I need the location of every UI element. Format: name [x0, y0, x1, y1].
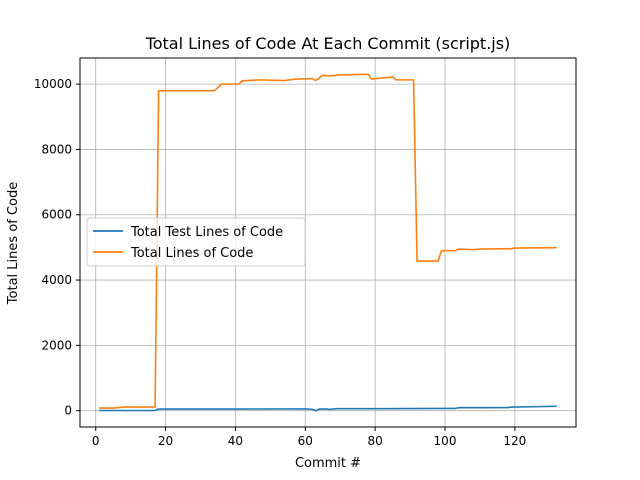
y-tick-label: 0 [64, 404, 72, 418]
grid-lines [80, 58, 576, 427]
x-tick-label: 0 [92, 434, 100, 448]
y-tick-label: 2000 [41, 338, 72, 352]
x-tick-label: 100 [434, 434, 457, 448]
x-tick-label: 80 [368, 434, 383, 448]
x-tick-label: 20 [158, 434, 173, 448]
y-tick-label: 10000 [34, 77, 72, 91]
legend-box [86, 217, 306, 267]
y-axis: 0 2000 4000 6000 8000 10000 [34, 77, 80, 418]
x-tick-label: 40 [228, 434, 243, 448]
legend: Total Test Lines of Code Total Lines of C… [86, 217, 306, 267]
y-axis-label: Total Lines of Code [6, 182, 21, 305]
plot-frame [79, 57, 577, 428]
y-tick-label: 4000 [41, 273, 72, 287]
chart-title: Total Lines of Code At Each Commit (scri… [145, 34, 511, 53]
x-axis: 0 20 40 60 80 100 120 [92, 427, 526, 448]
y-tick-label: 8000 [41, 142, 72, 156]
x-tick-label: 120 [503, 434, 526, 448]
series-layer [99, 73, 557, 412]
legend-label-2: Total Lines of Code [130, 246, 253, 261]
x-tick-label: 60 [298, 434, 313, 448]
series-line-1 [99, 405, 557, 412]
series-line-2 [99, 73, 557, 409]
x-axis-label: Commit # [295, 456, 361, 471]
legend-label-1: Total Test Lines of Code [130, 225, 283, 240]
y-tick-label: 6000 [41, 208, 72, 222]
